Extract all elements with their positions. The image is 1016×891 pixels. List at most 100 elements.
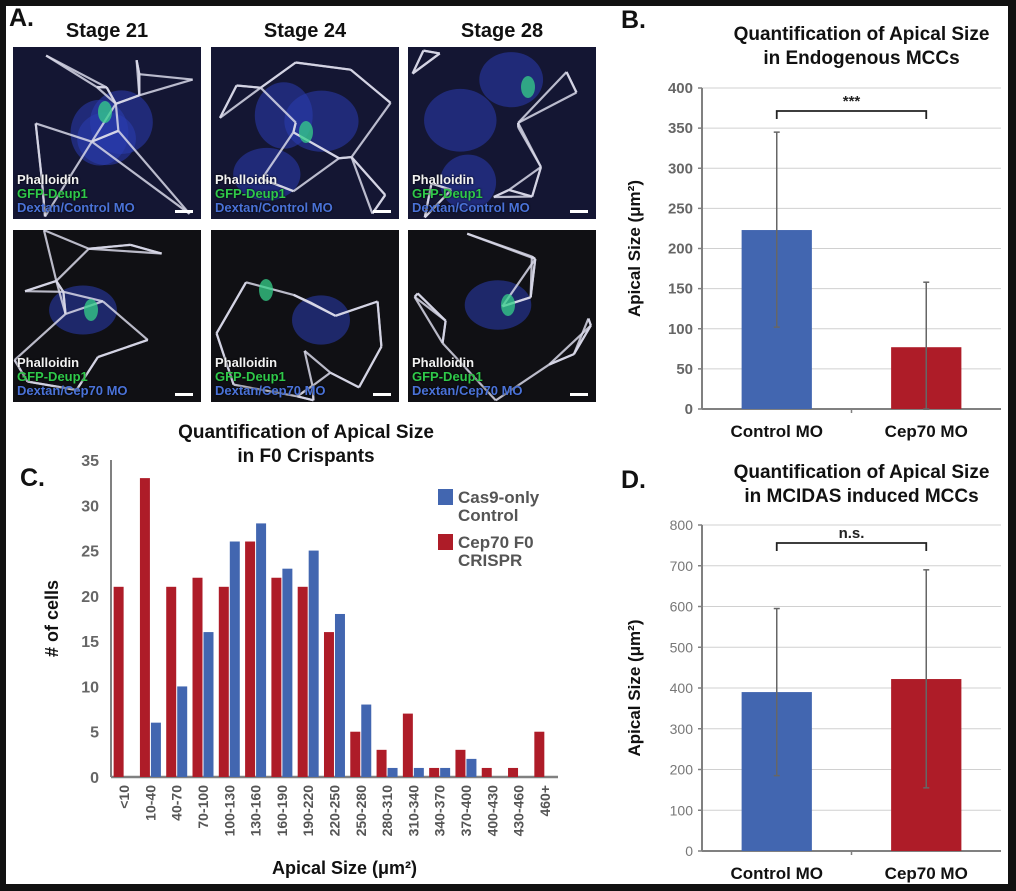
y-tick-label: 35 <box>81 453 99 470</box>
gfp-deup1-signal <box>299 121 313 143</box>
micrograph-cep70-stage-24: Phalloidin GFP-Deup1 Dextan/Cep70 MO <box>211 230 399 402</box>
bar-cep70-4 <box>218 586 229 777</box>
panel-a-letter: A. <box>9 4 34 32</box>
bar-cep70-2 <box>166 586 177 777</box>
bar-cep70-9 <box>350 731 361 777</box>
cell-membrane <box>292 122 297 133</box>
cell-membrane <box>358 346 383 388</box>
cell-membrane <box>88 243 131 250</box>
x-tick-label: 430-460 <box>511 785 527 837</box>
x-tick-label: 250-280 <box>353 785 369 837</box>
cell-membrane <box>517 71 568 124</box>
cell-membrane <box>466 232 536 261</box>
cell-membrane <box>91 129 119 143</box>
x-tick-label: 70-100 <box>195 785 211 829</box>
y-tick-label: 0 <box>685 843 693 859</box>
x-tick-label: 10-40 <box>142 785 158 821</box>
chart-title-line: in F0 Crispants <box>237 446 374 467</box>
label-gfp-deup1: GFP-Deup1 <box>215 186 286 201</box>
y-tick-label: 150 <box>668 281 693 298</box>
legend-label: Cas9-only <box>458 488 540 507</box>
cell-membrane <box>350 102 392 158</box>
chart-title-line: Quantification of Apical Size <box>734 462 990 483</box>
label-dextran-mo: Dextan/Cep70 MO <box>215 383 326 398</box>
cell-membrane <box>529 258 537 298</box>
legend-label: Control <box>458 506 518 525</box>
cell-membrane <box>260 131 295 180</box>
panel-c-letter: C. <box>20 464 45 492</box>
cell-membrane <box>215 332 235 385</box>
cell-membrane <box>293 293 311 304</box>
cell-membrane <box>96 86 117 105</box>
stage-title-21: Stage 21 <box>65 20 149 42</box>
cell-membrane <box>531 166 542 197</box>
cell-membrane <box>441 342 497 402</box>
label-dextran-mo: Dextan/Cep70 MO <box>412 383 523 398</box>
cell-membrane <box>43 230 90 250</box>
bar-cas9-6 <box>282 568 293 777</box>
cell-membrane <box>27 380 77 392</box>
stage-title-24: Stage 24 <box>263 20 347 42</box>
cell-membrane <box>292 157 340 193</box>
cell-membrane <box>517 91 578 124</box>
dextran-signal <box>464 280 532 330</box>
bar-cas9-2 <box>177 686 188 777</box>
significance-bracket <box>775 110 928 119</box>
scale-bar <box>373 210 391 213</box>
cell-membrane <box>75 356 99 391</box>
cell-membrane <box>441 320 447 344</box>
y-tick-label: 300 <box>670 721 694 737</box>
cell-membrane <box>261 177 294 193</box>
x-tick-label: 370-400 <box>458 785 474 837</box>
bar-cas9-12 <box>440 767 451 777</box>
cell-membrane <box>309 301 336 317</box>
cell-membrane <box>411 50 425 75</box>
bar-cas9-7 <box>308 550 319 777</box>
cell-membrane <box>219 86 262 119</box>
x-tick-label: 280-310 <box>379 785 395 837</box>
cell-membrane <box>508 188 533 198</box>
x-tick-label: 220-250 <box>327 785 343 837</box>
cell-membrane <box>218 85 238 119</box>
y-tick-label: 30 <box>81 498 99 515</box>
bar-cas9-11 <box>413 767 424 777</box>
cell-membrane <box>493 188 510 199</box>
cell-membrane <box>335 300 378 317</box>
y-tick-label: 300 <box>668 160 693 177</box>
y-tick-label: 100 <box>670 802 694 818</box>
micrograph-image <box>13 47 201 219</box>
micrograph-cep70-stage-28: Phalloidin GFP-Deup1 Dextan/Cep70 MO <box>408 230 596 402</box>
label-dextran-mo: Dextan/Control MO <box>17 200 135 215</box>
dextran-signal <box>292 295 350 345</box>
cell-membrane <box>233 383 298 398</box>
label-gfp-deup1: GFP-Deup1 <box>17 186 88 201</box>
label-phalloidin: Phalloidin <box>215 172 278 187</box>
micrograph-image <box>408 230 596 402</box>
y-tick-label: 100 <box>668 321 693 338</box>
chart-c-f0-crispants-histogram: Quantification of Apical Size in F0 Crisp… <box>42 422 558 878</box>
cell-membrane <box>411 52 441 75</box>
bar-cep70-5 <box>245 541 256 777</box>
cell-membrane <box>88 247 162 255</box>
x-tick-label: 310-340 <box>405 785 421 837</box>
x-tick-label: 40-70 <box>169 785 185 821</box>
cell-membrane <box>296 395 314 402</box>
cell-membrane <box>139 73 193 81</box>
cell-membrane <box>376 301 383 347</box>
cell-membrane <box>548 353 575 366</box>
cell-membrane <box>311 385 315 401</box>
bar-cep70-6 <box>271 577 282 777</box>
x-tick-label: 100-130 <box>221 785 237 837</box>
cell-membrane <box>424 189 453 219</box>
gfp-deup1-signal <box>84 299 98 321</box>
y-tick-label: 400 <box>668 80 693 97</box>
cell-membrane <box>295 61 351 71</box>
micrograph-control-stage-21: Phalloidin GFP-Deup1 Dextan/Control MO <box>13 47 201 219</box>
y-tick-label: 5 <box>90 725 99 742</box>
cell-membrane <box>431 182 452 191</box>
x-tick-label: 190-220 <box>300 785 316 837</box>
cell-membrane <box>97 338 149 359</box>
cell-membrane <box>338 156 352 160</box>
cell-membrane <box>572 318 590 355</box>
cell-membrane <box>350 156 374 214</box>
